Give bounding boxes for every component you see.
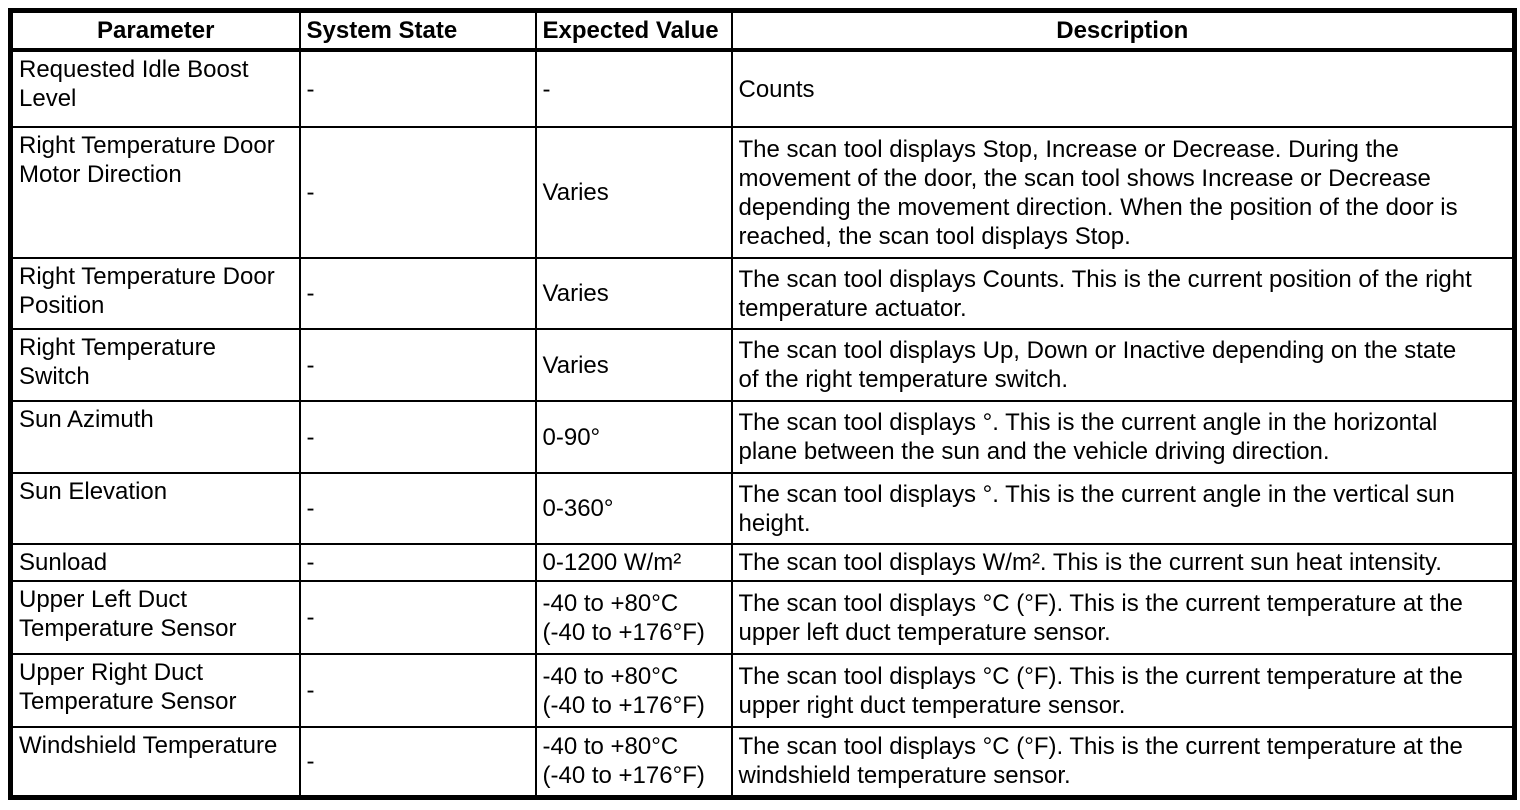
cell-parameter: Windshield Temperature [9,726,301,798]
cell-parameter: Sun Elevation [9,472,301,545]
cell-system-state: - [298,580,537,655]
cell-expected-value: - [534,49,733,128]
cell-description: The scan tool displays °. This is the cu… [730,400,1516,474]
cell-expected-value: Varies [534,257,733,330]
cell-expected-value: -40 to +80°C (-40 to +176°F) [534,653,733,728]
cell-parameter: Right Temperature Door Position [9,257,301,330]
table-row: Right Temperature Switch - Varies The sc… [9,328,1516,402]
cell-description: The scan tool displays W/m². This is the… [730,543,1516,582]
table-row: Sun Elevation - 0-360° The scan tool dis… [9,472,1516,545]
cell-expected-value: Varies [534,126,733,259]
table-row: Requested Idle Boost Level - - Counts [9,49,1516,128]
cell-system-state: - [298,653,537,728]
cell-parameter: Requested Idle Boost Level [9,49,301,128]
col-header-parameter: Parameter [9,9,301,52]
cell-description: The scan tool displays Up, Down or Inact… [730,328,1516,402]
col-header-expected-value: Expected Value [534,9,733,52]
cell-description: The scan tool displays °C (°F). This is … [730,653,1516,728]
cell-expected-value: -40 to +80°C (-40 to +176°F) [534,726,733,798]
table-row: Sun Azimuth - 0-90° The scan tool displa… [9,400,1516,474]
cell-system-state: - [298,400,537,474]
cell-system-state: - [298,726,537,798]
cell-expected-value: -40 to +80°C (-40 to +176°F) [534,580,733,655]
cell-description: The scan tool displays °. This is the cu… [730,472,1516,545]
cell-description: The scan tool displays °C (°F). This is … [730,580,1516,655]
table-row: Upper Left Duct Temperature Sensor - -40… [9,580,1516,655]
cell-expected-value: 0-1200 W/m² [534,543,733,582]
cell-expected-value: 0-360° [534,472,733,545]
cell-system-state: - [298,543,537,582]
cell-parameter: Upper Left Duct Temperature Sensor [9,580,301,655]
col-header-system-state: System State [298,9,537,52]
table-row: Sunload - 0-1200 W/m² The scan tool disp… [9,543,1516,582]
cell-description: The scan tool displays Counts. This is t… [730,257,1516,330]
cell-description: The scan tool displays Stop, Increase or… [730,126,1516,259]
col-header-description: Description [730,9,1516,52]
cell-parameter: Sunload [9,543,301,582]
cell-system-state: - [298,328,537,402]
table-row: Upper Right Duct Temperature Sensor - -4… [9,653,1516,728]
cell-expected-value: 0-90° [534,400,733,474]
cell-system-state: - [298,49,537,128]
table-row: Windshield Temperature - -40 to +80°C (-… [9,726,1516,798]
table-row: Right Temperature Door Motor Direction -… [9,126,1516,259]
cell-expected-value: Varies [534,328,733,402]
cell-parameter: Right Temperature Door Motor Direction [9,126,301,259]
table-row: Right Temperature Door Position - Varies… [9,257,1516,330]
table-header-row: Parameter System State Expected Value De… [9,9,1516,52]
cell-system-state: - [298,257,537,330]
cell-system-state: - [298,472,537,545]
cell-parameter: Right Temperature Switch [9,328,301,402]
cell-description: Counts [730,49,1516,128]
cell-parameter: Sun Azimuth [9,400,301,474]
scan-tool-data-table: Parameter System State Expected Value De… [8,8,1517,800]
cell-description: The scan tool displays °C (°F). This is … [730,726,1516,798]
cell-system-state: - [298,126,537,259]
cell-parameter: Upper Right Duct Temperature Sensor [9,653,301,728]
